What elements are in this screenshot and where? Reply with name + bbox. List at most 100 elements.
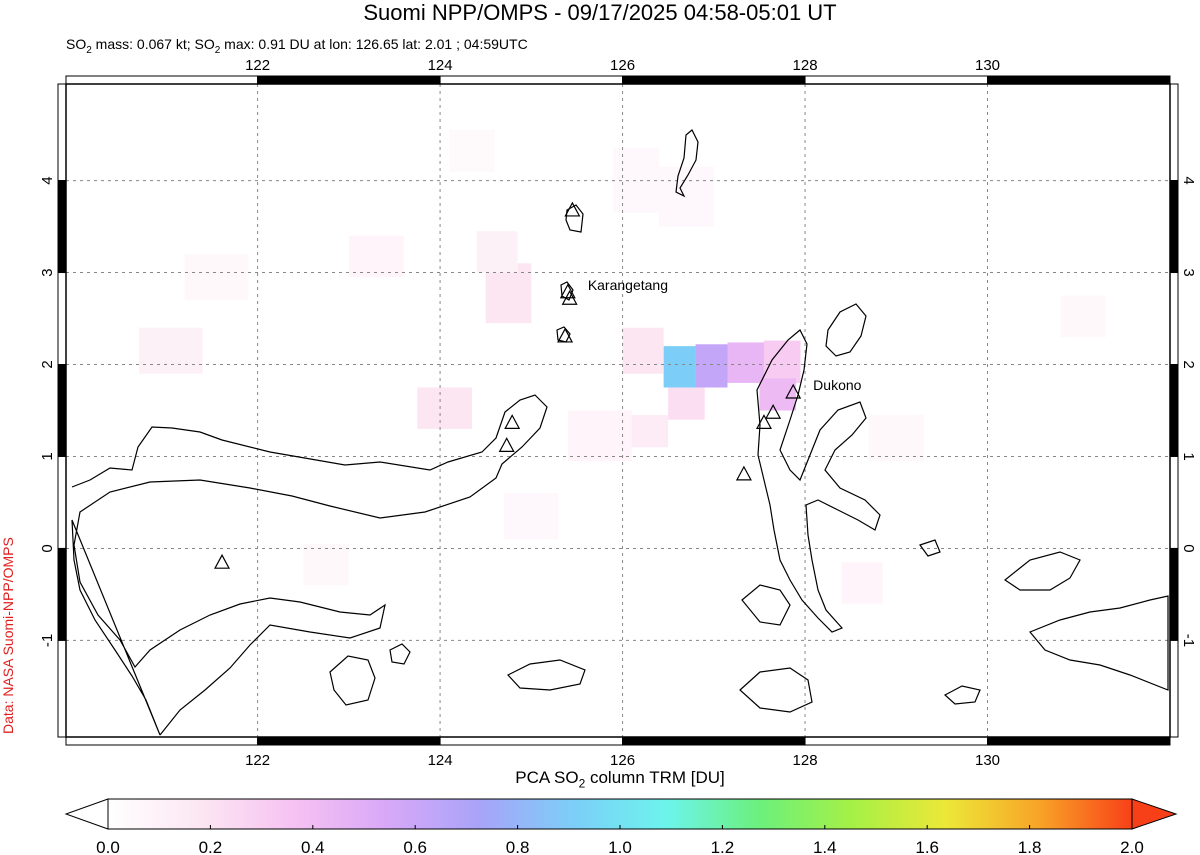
lat-tick-label-left: 4	[39, 176, 56, 184]
volcano-triangle-icon	[564, 201, 581, 217]
frame-bar-bottom	[622, 736, 806, 746]
frame-bar-top	[804, 75, 989, 85]
volcano-triangle-icon	[755, 414, 772, 429]
lat-tick-label-left: 0	[39, 544, 56, 552]
graticule	[66, 84, 1170, 737]
volcano-triangle-icon	[765, 403, 782, 419]
so2-pixel	[138, 327, 203, 374]
coast-misool	[943, 685, 981, 705]
lon-tick-label-top: 126	[610, 57, 635, 74]
colorbar-tick-label: 0.0	[96, 838, 120, 855]
volcano-labels: Karangetang Dukono	[588, 277, 862, 393]
axis-labels: 122 122 124 124 126 126 128 128 130 130 4 4 3 3 2 2 1 1 0 0…	[39, 57, 1197, 769]
so2-pixel	[841, 562, 883, 604]
frame-bar-left	[57, 639, 67, 738]
colorbar-tick-label: 2.0	[1120, 838, 1144, 855]
colorbar: 0.0 0.2 0.4 0.6 0.8 1.0 1.2 1.4 1.6 1.8 2.0	[64, 798, 1178, 855]
frame-bar-right	[1169, 639, 1179, 738]
colorbar-under-arrow	[64, 798, 109, 830]
colorbar-over-arrow	[1131, 798, 1178, 830]
lon-tick-label-bottom: 130	[975, 752, 1000, 769]
colorbar-tick-label: 0.8	[506, 838, 530, 855]
colorbar-gradient	[107, 798, 1133, 830]
frame-bar-left	[57, 547, 67, 641]
frame-bar-left	[57, 455, 67, 549]
coast-peleng	[389, 643, 411, 665]
lat-tick-label-left: -1	[39, 634, 56, 647]
colorbar-title: PCA SO2 column TRM [DU]	[515, 768, 725, 791]
frame-bar-right	[1169, 364, 1179, 457]
coast-sangihe-island	[565, 204, 584, 233]
frame-bar-top	[257, 75, 441, 85]
volcano-triangle-icon	[498, 437, 515, 452]
volcano-triangle-icon	[504, 414, 521, 429]
colorbar-tick-label: 1.8	[1018, 838, 1042, 855]
map-frame	[57, 75, 1179, 746]
coast-waigeo	[1003, 551, 1081, 591]
so2-pixel	[303, 543, 349, 586]
so2-pixel	[184, 254, 249, 301]
so2-pixel	[622, 327, 664, 374]
lat-tick-label-right: 2	[1180, 360, 1197, 368]
volcano-triangle-icon	[559, 283, 576, 299]
frame-bar-right	[1169, 455, 1179, 549]
frame-bar-top	[622, 75, 806, 85]
so2-pixel	[659, 166, 714, 227]
so2-pixel	[449, 129, 495, 172]
frame-bar-right	[1169, 547, 1179, 641]
coast-gebe	[919, 539, 941, 557]
frame-bar-right	[1169, 180, 1179, 274]
colorbar-tick-label: 0.4	[301, 838, 325, 855]
so2-pixel	[668, 387, 705, 420]
coast-sula	[507, 659, 586, 691]
so2-pixel	[417, 387, 473, 429]
coast-sulawesi	[71, 394, 548, 736]
lon-tick-label-top: 122	[245, 57, 270, 74]
lat-tick-label-right: 0	[1180, 544, 1197, 552]
lon-tick-label-bottom: 128	[793, 752, 818, 769]
coast-morotai	[825, 303, 867, 357]
frame-bar-right	[1169, 272, 1179, 366]
frame-bar-right	[1169, 83, 1179, 182]
frame-bar-left	[57, 180, 67, 274]
volcano-markers	[214, 201, 802, 569]
so2-pixel	[485, 263, 532, 324]
so2-mass-summary: SO2 mass: 0.067 kt; SO2 max: 0.91 DU at …	[66, 36, 528, 56]
volcano-triangle-icon	[735, 465, 752, 481]
colorbar-tick-label: 1.6	[915, 838, 939, 855]
so2-pixel	[695, 344, 728, 388]
volcano-label: Karangetang	[588, 277, 668, 293]
coast-obi	[739, 667, 813, 713]
frame-bar-bottom	[65, 736, 259, 746]
frame-bar-left	[57, 272, 67, 366]
lat-tick-label-right: 1	[1180, 452, 1197, 460]
volcano-triangle-icon	[214, 553, 231, 569]
coast-new-guinea	[1029, 595, 1169, 691]
frame-bar-bottom	[804, 736, 989, 746]
lon-tick-label-bottom: 124	[428, 752, 453, 769]
volcano-label: Dukono	[813, 377, 861, 393]
colorbar-tick-label: 0.2	[199, 838, 223, 855]
map-title: Suomi NPP/OMPS - 09/17/2025 04:58-05:01 …	[363, 0, 837, 25]
frame-bar-left	[57, 83, 67, 182]
lat-tick-label-left: 3	[39, 268, 56, 276]
colorbar-tick-label: 1.4	[813, 838, 837, 855]
coastlines	[71, 129, 1169, 736]
frame-bar-left	[57, 364, 67, 457]
so2-pixel-layer	[138, 129, 1107, 604]
coast-bacan	[741, 584, 791, 626]
lat-tick-label-left: 2	[39, 360, 56, 368]
lat-tick-label-left: 1	[39, 452, 56, 460]
colorbar-tick-label: 1.2	[711, 838, 735, 855]
lat-tick-label-right: 4	[1180, 176, 1197, 184]
frame-bar-bottom	[257, 736, 441, 746]
colorbar-tick-label: 0.6	[403, 838, 427, 855]
lon-tick-label-top: 124	[428, 57, 453, 74]
so2-pixel	[868, 415, 924, 462]
so2-pixel	[476, 231, 518, 273]
colorbar-tick-label: 1.0	[608, 838, 632, 855]
so2-pixel	[503, 493, 559, 540]
lon-tick-label-bottom: 126	[610, 752, 635, 769]
lon-tick-label-top: 128	[793, 57, 818, 74]
